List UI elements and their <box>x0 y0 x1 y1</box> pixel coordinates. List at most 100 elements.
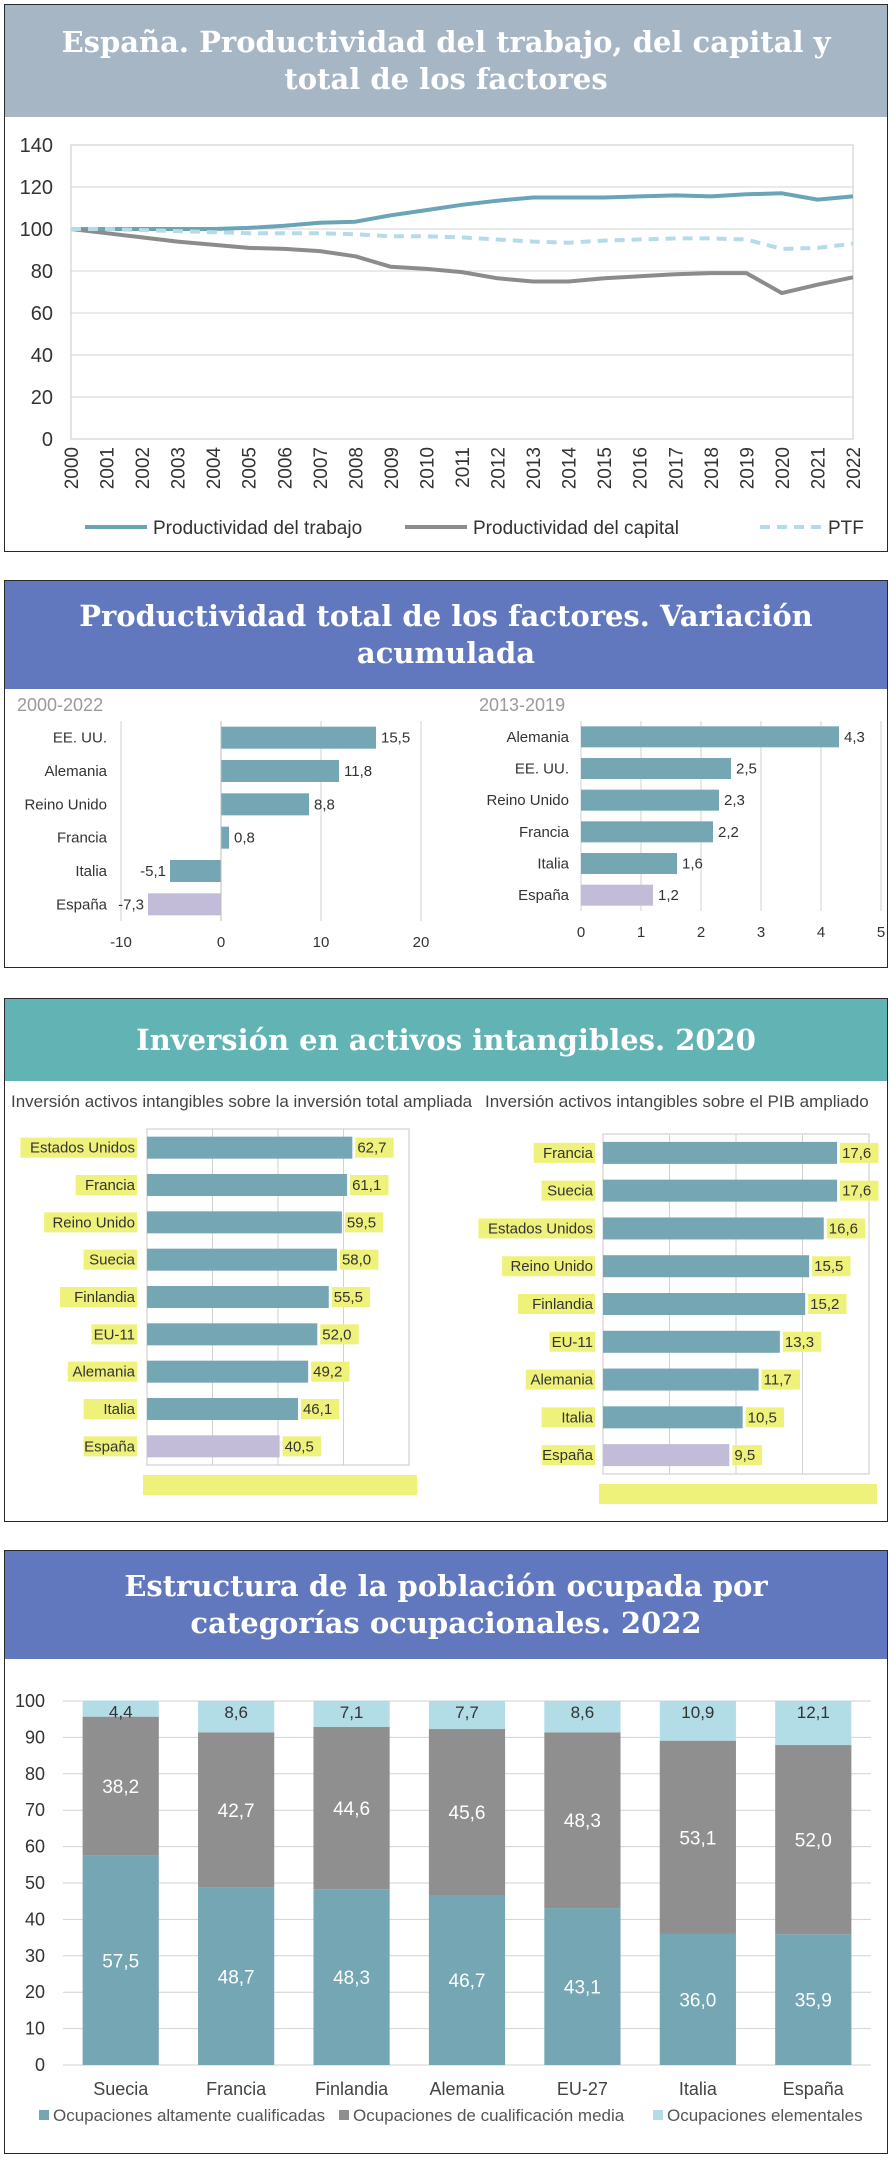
segment-value-label: 45,6 <box>449 1803 486 1824</box>
chart-panel-intangibles: Inversión en activos intangibles. 2020 I… <box>4 998 888 1522</box>
bar-segment <box>659 1740 736 1934</box>
category-label-highlight <box>502 1256 595 1277</box>
segment-value-label: 57,5 <box>102 1951 139 1972</box>
category-label: EE. UU. <box>515 761 569 778</box>
category-label: Finlandia <box>532 1296 594 1313</box>
chart-title: Inversión en activos intangibles. 2020 <box>136 1022 756 1057</box>
category-label: EU-11 <box>94 1326 135 1343</box>
value-label-highlight <box>826 1218 866 1239</box>
bar-value-label: 11,7 <box>764 1372 792 1389</box>
category-label: Francia <box>519 824 570 841</box>
bar-segment <box>544 1732 621 1909</box>
y-tick-label: 0 <box>42 429 53 451</box>
segment-value-label: 52,0 <box>795 1831 832 1852</box>
chart-panel-poblacion-ocupada: Estructura de la población ocupada por c… <box>4 1550 888 2154</box>
segment-value-label: 53,1 <box>679 1828 716 1849</box>
category-label-highlight <box>67 1361 137 1382</box>
x-tick-label: 2014 <box>560 447 581 490</box>
bar <box>603 1330 780 1353</box>
bar <box>221 726 376 749</box>
category-label-highlight <box>541 1445 595 1466</box>
bar-segment <box>659 1933 736 2065</box>
segment-value-label: 7,7 <box>455 1703 479 1722</box>
bar-value-label: 2,3 <box>724 792 745 809</box>
x-tick-label: 2009 <box>382 447 403 489</box>
category-label-highlight <box>541 1180 595 1201</box>
y-tick-label: 60 <box>25 1837 45 1857</box>
bar <box>147 1435 280 1458</box>
category-label-highlight <box>549 1331 595 1352</box>
panel-header: España. Productividad del trabajo, del c… <box>5 5 887 117</box>
bar-value-label: 52,0 <box>322 1326 351 1343</box>
category-label: Alemania <box>72 1364 135 1381</box>
segment-value-label: 42,7 <box>218 1801 255 1822</box>
y-tick-label: 120 <box>20 177 53 199</box>
bar <box>603 1141 838 1164</box>
x-tick-label: 2007 <box>311 447 332 489</box>
bar-segment <box>82 1700 159 1717</box>
x-tick-label: 10 <box>313 934 330 951</box>
series-line <box>71 227 854 251</box>
x-tick-label: España <box>783 2079 845 2099</box>
segment-value-label: 48,3 <box>333 1968 370 1989</box>
category-label-highlight <box>541 1407 595 1428</box>
bar-value-label: 40,5 <box>285 1438 314 1455</box>
x-tick-label: 4 <box>817 924 825 941</box>
chart-subtitle: Inversión activos intangibles sobre el P… <box>485 1092 869 1111</box>
x-tick-label: 5 <box>877 924 885 941</box>
bar-segment <box>428 1895 506 2065</box>
category-label-highlight <box>83 1399 137 1419</box>
category-label: España <box>56 896 108 913</box>
chart-subtitle: Inversión activos intangibles sobre la i… <box>11 1092 473 1111</box>
bar <box>603 1368 759 1391</box>
bar <box>581 884 653 906</box>
bar <box>581 821 713 843</box>
legend-label: Ocupaciones de cualificación media <box>353 2106 625 2125</box>
legend-swatch <box>339 2110 349 2120</box>
y-tick-label: 100 <box>20 219 53 241</box>
bar <box>147 1398 298 1420</box>
chart-title: Productividad total de los factores. Var… <box>79 599 813 670</box>
chart-panel-productividad: España. Productividad del trabajo, del c… <box>4 4 888 552</box>
chart-subtitle: 2013-2019 <box>479 695 566 715</box>
segment-value-label: 8,6 <box>224 1703 248 1722</box>
category-label-highlight <box>83 1249 137 1270</box>
chart-title: España. Productividad del trabajo, del c… <box>61 25 831 96</box>
bar <box>148 893 221 916</box>
bar <box>603 1217 824 1240</box>
y-tick-label: 70 <box>25 1800 45 1820</box>
value-label-highlight <box>344 1212 384 1233</box>
bar-chart-2013-2019: 0 1 2 3 4 5 4,3 Alemania 2,5 EE. UU. 2,3 Reino Unid… <box>486 721 885 941</box>
segment-value-label: 8,6 <box>571 1703 595 1722</box>
x-tick-label: 0 <box>217 934 225 951</box>
bar <box>147 1360 309 1383</box>
value-label-highlight <box>808 1294 847 1314</box>
x-tick-label: 2005 <box>240 447 261 489</box>
bar <box>603 1255 810 1278</box>
y-tick-label: 80 <box>25 1764 45 1784</box>
value-label-highlight <box>320 1324 359 1345</box>
x-tick-label: 2012 <box>489 447 510 489</box>
segment-value-label: 48,3 <box>564 1811 601 1832</box>
bar-segment <box>775 1745 852 1935</box>
y-tick-label: 20 <box>31 387 53 409</box>
bar-segment <box>659 1701 736 1741</box>
value-label-highlight <box>331 1287 371 1307</box>
bar <box>581 726 839 748</box>
bar-value-label: 59,5 <box>347 1214 376 1231</box>
bar-segment <box>775 1934 852 2065</box>
bar-value-label: 62,7 <box>357 1140 386 1157</box>
legend-label: Ocupaciones elementales <box>667 2106 863 2125</box>
bar <box>221 826 229 849</box>
bar-segment <box>313 1701 390 1727</box>
bar-value-label: 17,6 <box>842 1183 871 1200</box>
bar <box>603 1406 743 1429</box>
bar-value-label: 2,5 <box>736 761 757 778</box>
bar-segment <box>198 1732 275 1888</box>
category-label: Finlandia <box>74 1289 136 1306</box>
category-label: Alemania <box>506 729 569 746</box>
x-tick-label: Suecia <box>93 2079 149 2099</box>
bar <box>147 1211 342 1234</box>
x-tick-label: 2011 <box>453 447 474 488</box>
